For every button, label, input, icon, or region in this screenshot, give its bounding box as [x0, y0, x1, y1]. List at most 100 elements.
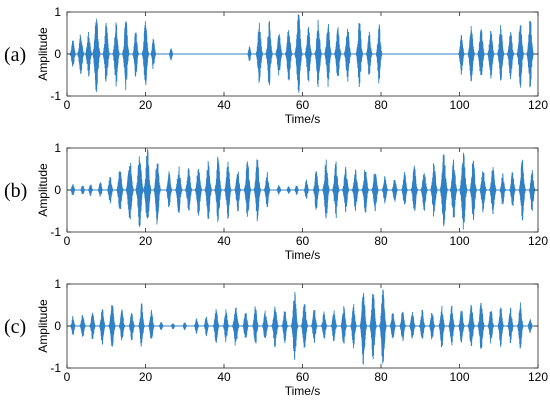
y-tick-label: 0 [54, 319, 61, 333]
waveform-burst [303, 179, 310, 199]
waveform-burst [344, 28, 352, 82]
waveform-burst [359, 292, 367, 365]
waveform-burst [527, 319, 533, 333]
waveform-burst [97, 182, 104, 197]
waveform-burst [340, 306, 347, 344]
waveform-burst [263, 172, 271, 208]
waveform-burst [450, 159, 458, 218]
x-tick-label: 40 [217, 234, 231, 248]
waveform-burst [428, 313, 436, 340]
waveform-burst [430, 163, 438, 217]
panel-label: (c) [4, 316, 26, 338]
waveform-burst [458, 310, 465, 343]
waveform-burst [314, 19, 322, 87]
waveform-burst [247, 46, 252, 61]
waveform-burst [158, 322, 164, 330]
waveform-burst [300, 304, 308, 348]
y-tick-label: -1 [50, 89, 61, 103]
waveform-burst [438, 305, 446, 348]
waveform-burst [185, 168, 193, 211]
y-tick-label: 1 [54, 5, 61, 19]
waveform-burst [224, 161, 232, 219]
waveform-burst [322, 159, 330, 219]
waveform-burst [351, 169, 359, 211]
waveform-burst [118, 309, 126, 341]
waveform-burst [477, 303, 485, 349]
x-tick-label: 0 [64, 370, 71, 384]
waveform-burst [203, 316, 210, 337]
y-axis-label: Amplitude [36, 163, 50, 217]
x-axis-label: Time/s [285, 248, 321, 262]
waveform-burst [467, 26, 475, 82]
waveform-burst [477, 29, 485, 76]
waveform-burst [369, 293, 377, 360]
waveform-burst [320, 311, 328, 339]
waveform-burst [375, 24, 383, 84]
waveform-burst [135, 156, 144, 228]
waveform-burst [526, 21, 534, 88]
waveform-burst [79, 185, 86, 195]
waveform-burst [242, 312, 249, 338]
waveform-burst [355, 23, 363, 88]
x-tick-label: 20 [139, 370, 153, 384]
waveform-burst [409, 311, 416, 339]
waveform-burst [87, 184, 94, 196]
y-axis-label: Amplitude [36, 27, 50, 81]
waveform-burst [350, 304, 357, 349]
waveform-burst [401, 171, 408, 205]
waveform-burst [379, 289, 387, 364]
waveform-burst [448, 305, 455, 346]
waveform-burst [342, 166, 350, 213]
waveform-burst [194, 168, 202, 216]
waveform-burst [410, 165, 418, 211]
waveform-burst [332, 161, 340, 218]
waveform-burst [102, 22, 110, 82]
waveform-burst [479, 171, 487, 213]
waveform-burst [419, 309, 426, 339]
waveform-burst [276, 185, 282, 195]
panel-label: (a) [4, 44, 26, 66]
waveform-burst [193, 318, 200, 334]
waveform-burst [204, 161, 212, 219]
waveform-series [70, 289, 533, 365]
waveform-burst [487, 31, 495, 79]
x-tick-label: 40 [217, 370, 231, 384]
waveform-burst [85, 31, 93, 77]
waveform-burst [330, 310, 338, 342]
waveform-burst [399, 311, 406, 342]
x-axis-label: Time/s [285, 384, 321, 398]
x-tick-label: 80 [374, 234, 388, 248]
waveform-burst [243, 161, 252, 217]
waveform-burst [150, 38, 157, 69]
waveform-burst [168, 48, 174, 61]
waveform-burst [253, 159, 261, 221]
waveform-burst [459, 152, 468, 230]
waveform-burst [518, 159, 526, 221]
waveform-burst [499, 173, 506, 205]
x-tick-label: 20 [139, 234, 153, 248]
x-tick-label: 100 [449, 234, 469, 248]
waveform-burst [509, 172, 516, 206]
waveform-burst [506, 32, 515, 80]
x-tick-label: 0 [64, 234, 71, 248]
x-tick-label: 40 [217, 98, 231, 112]
y-axis-label: Amplitude [36, 299, 50, 353]
waveform-burst [311, 310, 318, 343]
waveform-burst [122, 21, 130, 91]
y-tick-label: 0 [54, 47, 61, 61]
waveform-burst [106, 176, 114, 204]
y-tick-label: -1 [50, 225, 61, 239]
waveform-burst [116, 170, 124, 209]
waveform-burst [108, 305, 116, 347]
waveform-burst [212, 309, 220, 343]
x-tick-label: 120 [528, 370, 548, 384]
waveform-burst [371, 173, 379, 212]
y-tick-label: -1 [50, 361, 61, 375]
waveform-burst [252, 306, 259, 344]
waveform-burst [458, 34, 465, 75]
waveform-burst [275, 34, 283, 76]
waveform-burst [313, 171, 320, 210]
